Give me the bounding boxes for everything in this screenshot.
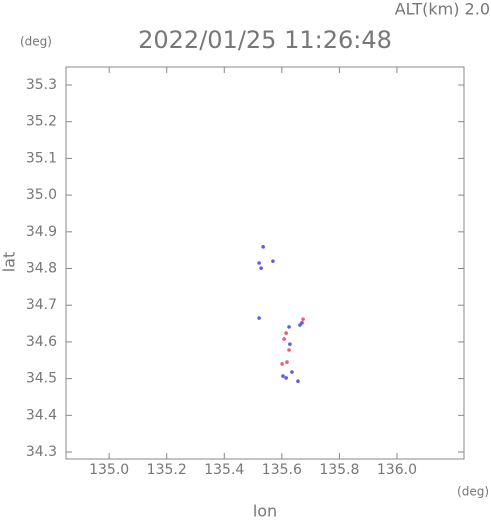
x-tick-label: 135.6 <box>262 462 302 478</box>
echo-point <box>288 342 292 346</box>
x-unit: (deg) <box>457 485 489 499</box>
y-axis-label: lat <box>0 252 19 273</box>
y-tick-label: 34.5 <box>26 371 57 387</box>
x-tick-label: 135.2 <box>147 462 187 478</box>
echo-point <box>298 323 302 327</box>
echo-point <box>287 325 291 329</box>
x-tick-label: 135.8 <box>319 462 359 478</box>
echo-point <box>296 379 300 383</box>
y-tick-label: 34.6 <box>26 334 57 350</box>
echo-point <box>259 266 263 270</box>
echo-point <box>261 245 265 249</box>
altitude-label: ALT(km) 2.0 <box>395 0 490 19</box>
y-tick-label: 34.8 <box>26 261 57 277</box>
echo-point <box>281 374 285 378</box>
echo-point <box>284 376 288 380</box>
y-tick-label: 35.3 <box>26 77 57 93</box>
x-tick-label: 136.0 <box>377 462 417 478</box>
y-tick-label: 34.4 <box>26 407 57 423</box>
x-axis-label: lon <box>253 502 277 521</box>
plot-frame <box>65 66 465 460</box>
x-tick-label: 135.4 <box>204 462 244 478</box>
y-tick-label: 34.9 <box>26 224 57 240</box>
echo-point <box>257 316 261 320</box>
x-tick-label: 135.0 <box>89 462 129 478</box>
y-tick-label: 35.2 <box>26 114 57 130</box>
echo-point <box>301 317 305 321</box>
echo-point <box>282 337 286 341</box>
y-unit: (deg) <box>20 35 52 49</box>
echo-point <box>284 331 288 335</box>
echo-point <box>257 261 261 265</box>
echo-point <box>287 348 291 352</box>
echo-point <box>285 360 289 364</box>
y-tick-label: 35.0 <box>26 187 57 203</box>
y-tick-label: 34.3 <box>26 444 57 460</box>
echo-point <box>290 370 294 374</box>
echo-point <box>271 259 275 263</box>
y-tick-label: 35.1 <box>26 150 57 166</box>
chart-title: 2022/01/25 11:26:48 <box>138 26 392 54</box>
echo-point <box>280 362 284 366</box>
y-tick-label: 34.7 <box>26 297 57 313</box>
